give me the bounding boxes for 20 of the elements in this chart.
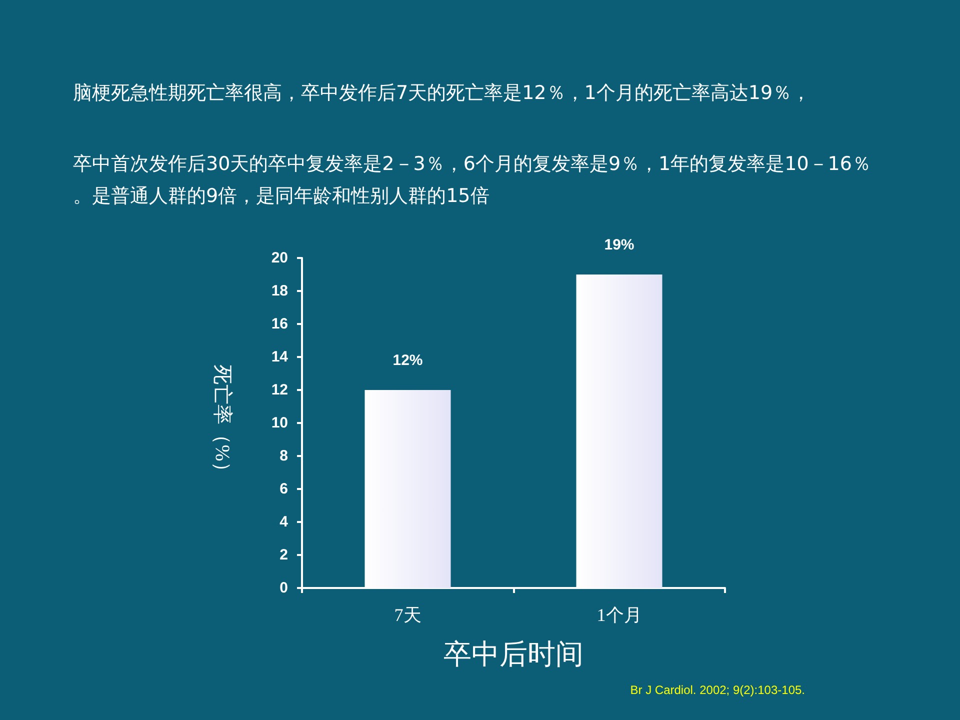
data-label: 12% (392, 352, 423, 369)
chart-title: 脑梗死急性期死亡率很高，卒中发作后7天的死亡率是12％，1个月的死亡率高达19％， (73, 82, 811, 104)
y-tick-label: 2 (280, 546, 288, 564)
text: Br J Cardiol. 2002; 9(2):103-105. (630, 683, 806, 697)
y-tick-label: 8 (280, 448, 288, 464)
y-axis-title: 死亡率（%） (211, 364, 233, 482)
x-tick-label: 1个月 (596, 605, 642, 625)
y-tick-label: 18 (271, 282, 288, 300)
y-tick-label: 14 (271, 348, 289, 366)
y-tick-label: 4 (280, 514, 289, 530)
y-tick-label: 12 (271, 382, 288, 398)
x-tick-label: 7天 (394, 605, 422, 625)
y-tick-label: 6 (280, 480, 288, 498)
y-tick-label: 20 (271, 250, 288, 266)
y-tick-label: 10 (271, 414, 288, 432)
data-label: 19% (604, 236, 634, 254)
x-axis-title: 卒中后时间 (444, 638, 584, 670)
chart-subtitle: 卒中首次发作后30天的卒中复发率是2－3％，6个月的复发率是9％，1年的复发率是10－16％。是普通人群的9倍，是同年龄和性别人群的15倍 (73, 153, 871, 207)
y-tick-label: 16 (271, 316, 288, 332)
y-tick-label: 0 (280, 580, 288, 596)
